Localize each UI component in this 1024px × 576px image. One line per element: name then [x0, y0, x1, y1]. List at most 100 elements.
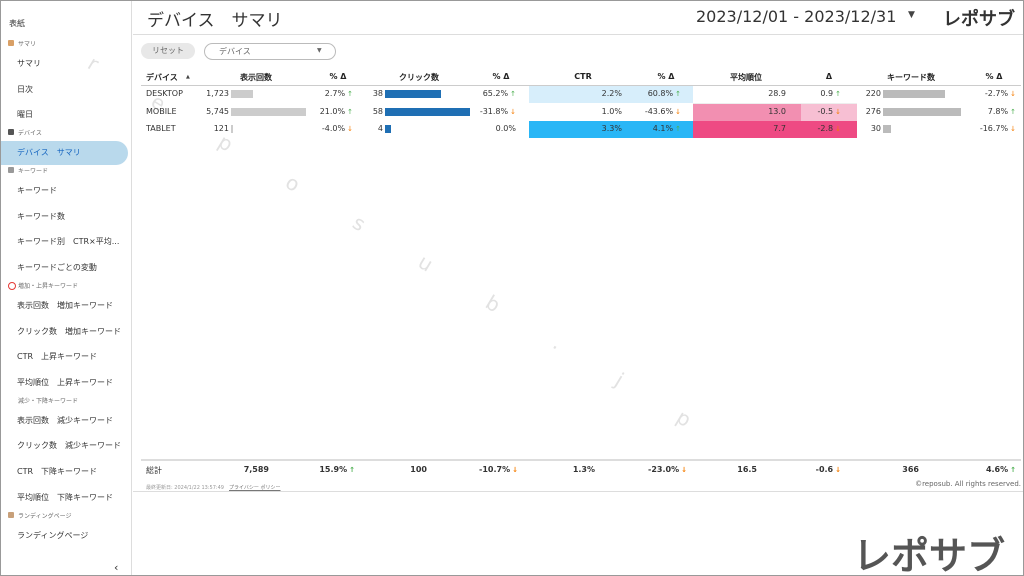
trend-arrow: ↑ [1010, 466, 1016, 474]
section-title: デバイス [18, 130, 42, 138]
heat-cell [801, 121, 857, 138]
table-cell: -0.5 ↓ [817, 106, 841, 116]
column-header[interactable]: Δ [825, 72, 833, 81]
column-header[interactable]: デバイス [146, 73, 178, 82]
bar [883, 125, 892, 133]
nav-item[interactable]: 曜日 [17, 110, 33, 120]
nav-item[interactable]: キーワード [17, 186, 57, 196]
bar [231, 90, 254, 98]
heat-cell [693, 103, 801, 121]
table-cell: 4.6% ↑ [985, 465, 1016, 474]
table-cell: 276 [865, 106, 881, 116]
table-cell: 65.2% ↑ [482, 89, 516, 98]
table-cell: 60.8% ↑ [647, 89, 681, 98]
trend-arrow: ↓ [681, 466, 687, 474]
trend-arrow: ↑ [349, 466, 355, 474]
section-title: サマリ [18, 41, 37, 48]
table-cell: 121 [213, 124, 229, 133]
nav-item[interactable]: デバイス サマリ [17, 148, 81, 158]
nav-item[interactable]: 日次 [17, 84, 33, 94]
table-cell: 21.0% ↑ [319, 106, 353, 116]
table-cell: 1,723 [206, 89, 229, 98]
column-header[interactable]: % Δ [329, 72, 347, 81]
table-cell: 3.3% [601, 124, 622, 133]
row-label[interactable]: DESKTOP [146, 89, 183, 98]
table-cell: -31.8% ↓ [479, 106, 516, 116]
heat-cell [801, 103, 857, 121]
collapse-button[interactable]: ‹ [114, 561, 119, 574]
column-header[interactable]: 表示回数 [240, 73, 272, 82]
column-header[interactable]: キーワード数 [887, 73, 935, 82]
section-title: キーワード [18, 168, 49, 176]
table-cell: 220 [865, 89, 881, 98]
privacy-link[interactable]: プライバシー ポリシー [229, 485, 281, 491]
heat-cell [529, 86, 638, 103]
section-icon [8, 129, 14, 136]
nav-item[interactable]: 平均順位 下降キーワード [17, 492, 113, 502]
table-cell: 2.2% [601, 89, 622, 98]
table-cell: 0.0% [495, 124, 516, 133]
sidebar [1, 1, 132, 575]
trend-arrow: ↓ [835, 466, 841, 474]
table-cell: 16.5 [737, 465, 757, 474]
trend-arrow: ↓ [675, 107, 681, 116]
date-dropdown[interactable]: ▼ [908, 10, 915, 20]
section-icon [8, 167, 14, 174]
nav-item[interactable]: キーワード数 [17, 211, 65, 221]
section-icon [8, 397, 14, 403]
table-cell: 7,589 [243, 465, 269, 474]
total-line [141, 459, 1021, 461]
nav-item[interactable]: 表示回数 増加キーワード [17, 301, 113, 310]
nav-item[interactable]: CTR 上昇キーワード [17, 352, 98, 362]
nav-item[interactable]: クリック数 増加キーワード [17, 326, 121, 336]
heat-cell [638, 86, 693, 103]
device-filter[interactable]: デバイス ▼ [204, 43, 336, 60]
column-header[interactable]: % Δ [657, 72, 675, 81]
table-cell: 7.8% ↑ [987, 106, 1016, 116]
table-cell: 58 [372, 106, 383, 116]
table-cell: -43.6% ↓ [644, 106, 681, 116]
nav-item[interactable]: サマリ [17, 59, 41, 68]
last-updated: 最終更新日: 2024/1/22 13:57:49 [146, 485, 224, 491]
bar [385, 90, 441, 98]
nav-item[interactable]: 平均順位 上昇キーワード [17, 377, 113, 387]
trend-arrow: ↑ [675, 125, 681, 133]
device-filter-label: デバイス [219, 47, 251, 56]
table-cell: 13.0 [768, 106, 786, 116]
trend-arrow: ↑ [347, 90, 353, 98]
nav-item[interactable]: クリック数 減少キーワード [17, 441, 121, 451]
table-cell: 4.1% ↑ [652, 124, 681, 133]
column-header[interactable]: % Δ [985, 72, 1003, 81]
nav-item[interactable]: 表示回数 減少キーワード [17, 415, 113, 425]
bar [231, 125, 233, 133]
logo: レポサブ [943, 9, 1015, 30]
reset-button[interactable]: リセット [141, 43, 195, 59]
trend-arrow: ↑ [675, 90, 681, 98]
nav-item[interactable]: キーワードごとの変動 [17, 263, 97, 272]
column-header[interactable]: CTR [574, 72, 592, 81]
column-header[interactable]: 平均順位 [730, 73, 762, 82]
section-title: 増加・上昇キーワード [18, 283, 79, 290]
bar [883, 90, 946, 98]
sidebar-cover[interactable]: 表紙 [9, 19, 25, 28]
nav-item[interactable]: ランディングページ [17, 530, 89, 540]
row-label[interactable]: TABLET [146, 124, 176, 133]
column-header[interactable]: % Δ [492, 72, 510, 81]
row-label[interactable]: MOBILE [146, 106, 177, 116]
trend-arrow: ↓ [1010, 90, 1016, 98]
heat-cell [529, 121, 638, 138]
table-cell: -4.0% ↓ [321, 124, 353, 133]
footer-line [133, 491, 1023, 492]
section-icon [8, 511, 14, 518]
nav-item[interactable]: キーワード別 CTR×平均... [17, 237, 120, 247]
header-divider [133, 34, 1023, 35]
trend-arrow: ↓ [835, 107, 841, 116]
nav-item[interactable]: CTR 下降キーワード [17, 467, 98, 476]
column-header[interactable]: クリック数 [399, 73, 439, 82]
table-cell: 30 [870, 124, 881, 133]
date-range[interactable]: 2023/12/01 - 2023/12/31 [696, 7, 897, 26]
trend-arrow: ↑ [835, 90, 841, 98]
heat-cell [693, 121, 801, 138]
table-cell: 0.9 ↑ [820, 89, 841, 98]
